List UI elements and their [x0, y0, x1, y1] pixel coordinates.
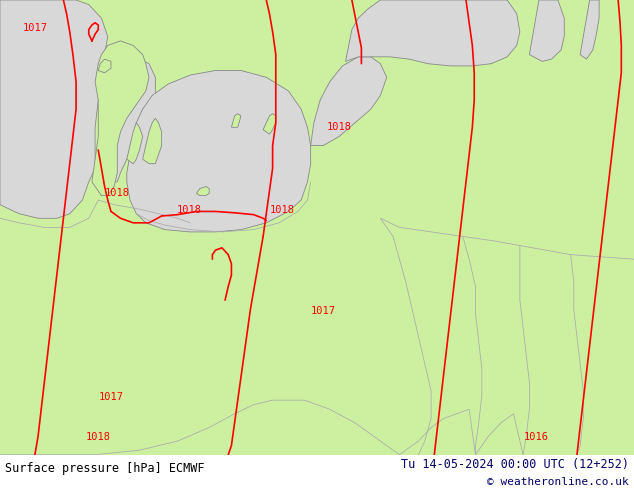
Text: 1017: 1017	[98, 392, 124, 401]
Polygon shape	[143, 118, 162, 164]
Polygon shape	[127, 123, 143, 164]
Polygon shape	[263, 114, 276, 134]
Polygon shape	[197, 186, 209, 196]
Polygon shape	[311, 57, 387, 146]
Polygon shape	[529, 0, 564, 61]
Polygon shape	[231, 114, 241, 127]
Text: 1017: 1017	[311, 306, 336, 317]
Polygon shape	[0, 0, 108, 218]
Polygon shape	[346, 0, 520, 66]
Text: 1018: 1018	[86, 433, 111, 442]
Text: 1018: 1018	[269, 205, 295, 215]
Text: 1018: 1018	[176, 205, 202, 215]
Polygon shape	[0, 0, 634, 455]
Polygon shape	[98, 59, 111, 73]
Polygon shape	[98, 59, 155, 182]
Text: Tu 14-05-2024 00:00 UTC (12+252): Tu 14-05-2024 00:00 UTC (12+252)	[401, 458, 629, 471]
Text: Surface pressure [hPa] ECMWF: Surface pressure [hPa] ECMWF	[5, 462, 205, 475]
Text: 1017: 1017	[22, 23, 48, 33]
Polygon shape	[92, 41, 149, 196]
Text: © weatheronline.co.uk: © weatheronline.co.uk	[487, 477, 629, 487]
Polygon shape	[580, 0, 599, 59]
Text: 1016: 1016	[523, 433, 548, 442]
Polygon shape	[127, 71, 311, 232]
Text: 1018: 1018	[327, 122, 352, 132]
Text: 1018: 1018	[105, 188, 130, 198]
